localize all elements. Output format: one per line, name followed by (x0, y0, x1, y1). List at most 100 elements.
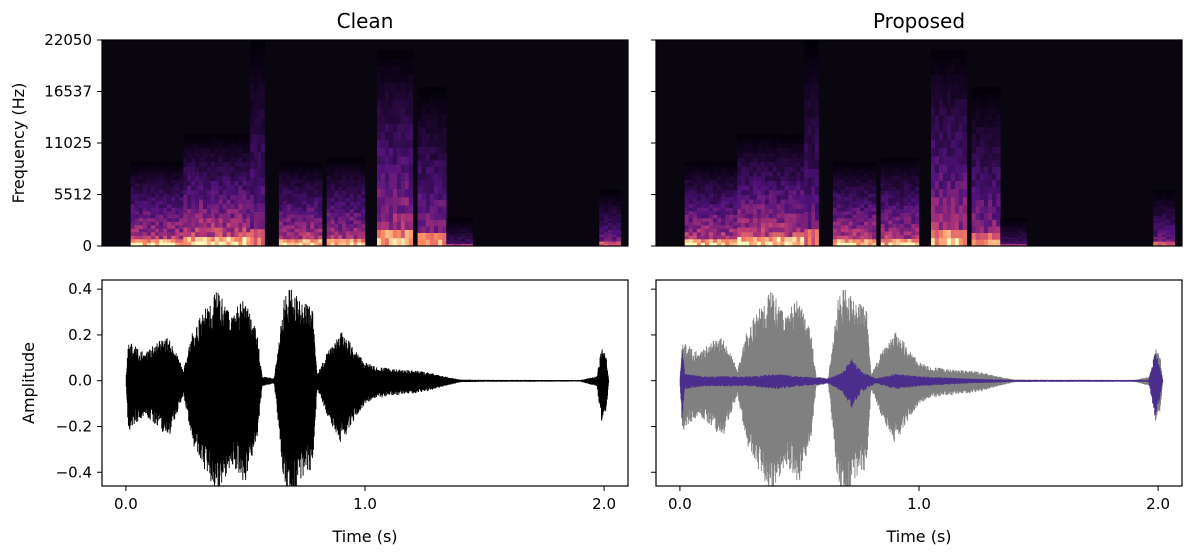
spectrogram-cell (975, 193, 981, 200)
spectrogram-cell (342, 209, 347, 213)
spectrogram-cell (246, 189, 251, 195)
spectrogram-cell (261, 151, 265, 161)
spectrogram-cell (856, 232, 861, 236)
spectrogram-cell (257, 194, 262, 204)
spectrogram-cell (692, 239, 698, 243)
spectrogram-cell (892, 216, 897, 221)
spectrogram-cell (975, 166, 981, 174)
spectrogram-cell (983, 120, 989, 128)
spectrogram-cell (800, 185, 805, 191)
spectrogram-cell (811, 160, 816, 170)
spectrogram-cell (979, 107, 985, 114)
spectrogram-cell (800, 236, 805, 242)
spectrogram-cell (167, 232, 172, 236)
spectrogram-cell (384, 66, 390, 75)
spectrogram-cell (468, 229, 473, 232)
spectrogram-cell (958, 58, 964, 67)
spectrogram-cell (992, 193, 997, 200)
spectrogram-cell (261, 82, 265, 92)
spectrogram-cell (704, 239, 710, 243)
spectrogram-cell (230, 227, 235, 233)
spectrogram-cell (450, 222, 455, 225)
spectrogram-cell (840, 161, 845, 166)
spectrogram-cell (342, 231, 347, 236)
spectrogram-cell (911, 160, 916, 165)
xtick-label: 0.0 (668, 495, 692, 513)
spectrogram-cell (792, 227, 797, 233)
spectrogram-cell (741, 166, 746, 172)
spectrogram-cell (696, 193, 702, 198)
spectrogram-cell (696, 204, 702, 208)
spectrogram-cell (404, 156, 410, 165)
spectrogram-cell (848, 232, 853, 236)
spectrogram-cell (396, 123, 402, 132)
spectrogram-cell (438, 179, 443, 187)
spectrogram-cell (330, 212, 335, 217)
spectrogram-cell (729, 186, 734, 191)
spectrogram-cell (946, 147, 952, 157)
spectrogram-cell (836, 172, 841, 177)
spectrogram-cell (709, 179, 714, 184)
spectrogram-cell (1004, 228, 1009, 230)
spectrogram-cell (138, 221, 144, 226)
spectrogram-cell (958, 90, 964, 100)
spectrogram-cell (768, 189, 773, 195)
spectrogram-cell (294, 172, 299, 177)
spectrogram-cell (848, 165, 853, 170)
spectrogram-cell (962, 147, 968, 157)
spectrogram-cell (461, 232, 466, 234)
spectrogram-cell (138, 235, 144, 240)
spectrogram-cell (425, 226, 431, 233)
spectrogram-cell (282, 179, 287, 184)
spectrogram-cell (318, 218, 323, 222)
spectrogram-cell (294, 165, 299, 170)
spectrogram-cell (954, 90, 960, 100)
spectrogram-cell (199, 208, 204, 214)
spectrogram-cell (357, 209, 362, 213)
spectrogram-cell (159, 200, 164, 205)
spectrogram-cell (465, 225, 470, 227)
spectrogram-cell (345, 216, 350, 221)
spectrogram-cell (400, 98, 406, 108)
spectrogram-cell (138, 175, 144, 180)
spectrogram-cell (599, 239, 604, 242)
spectrogram-cell (380, 188, 386, 198)
spectrogram-cell (210, 133, 216, 139)
spectrogram-cell (713, 182, 718, 187)
spectrogram-cell (946, 213, 952, 222)
spectrogram-cell (1170, 243, 1176, 246)
spectrogram-cell (438, 199, 443, 207)
spectrogram-cell (392, 131, 398, 141)
spectrogram-cell (286, 172, 291, 177)
spectrogram-cell (717, 235, 722, 240)
spectrogram-cell (880, 175, 885, 180)
spectrogram-cell (345, 201, 350, 206)
spectrogram-cell (380, 172, 386, 181)
spectrogram-cell (238, 185, 243, 191)
spectrogram-cell (183, 189, 188, 195)
spectrogram-cell (446, 230, 451, 233)
spectrogram-cell (218, 166, 223, 172)
spectrogram-cell (179, 225, 184, 229)
spectrogram-cell (218, 161, 223, 167)
spectrogram-cell (942, 139, 948, 149)
spectrogram-cell (306, 204, 311, 208)
spectrogram-cell (246, 204, 251, 209)
spectrogram-cell (757, 241, 762, 246)
spectrogram-cell (721, 214, 726, 219)
spectrogram-cell (737, 161, 742, 167)
spectrogram-cell (214, 161, 219, 167)
spectrogram-cell (903, 164, 908, 169)
spectrogram-cell (899, 186, 904, 191)
spectrogram-cell (159, 211, 164, 215)
spectrogram-cell (741, 175, 746, 181)
spectrogram-cell (234, 138, 239, 144)
spectrogram-cell (206, 161, 212, 167)
spectrogram-cell (261, 143, 265, 152)
spectrogram-cell (983, 212, 989, 220)
spectrogram-cell (429, 232, 435, 240)
spectrogram-cell (282, 193, 287, 198)
spectrogram-cell (377, 180, 382, 190)
spectrogram-cell (753, 157, 758, 163)
spectrogram-cell (400, 188, 406, 198)
